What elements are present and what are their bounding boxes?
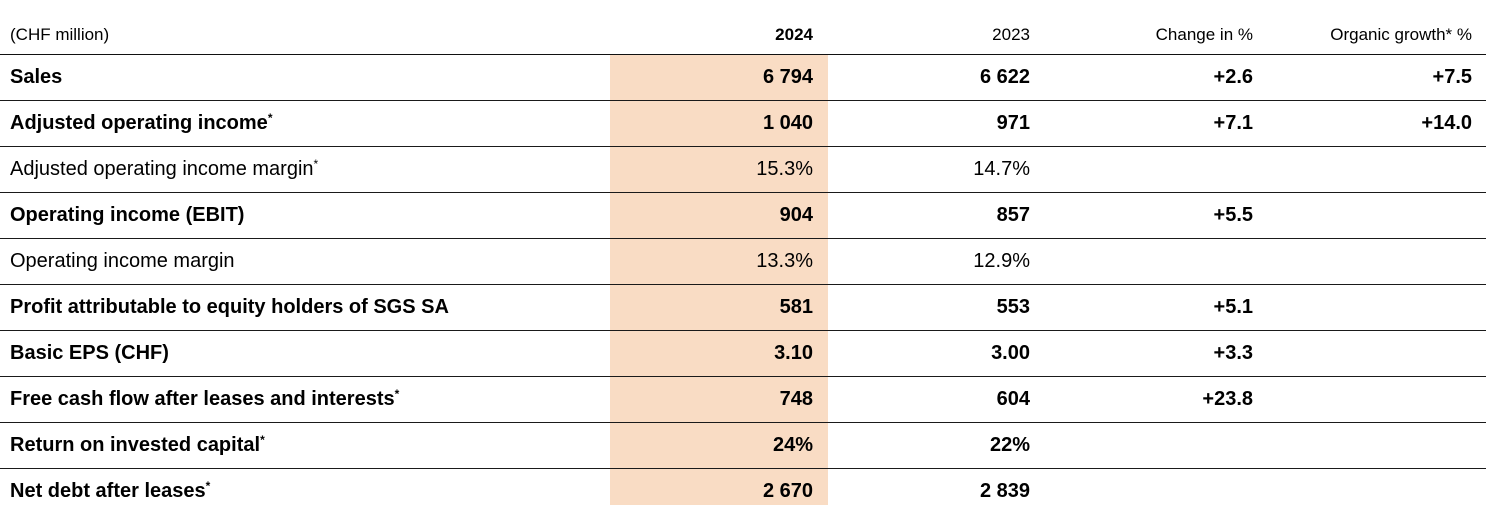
value-change-percent: +3.3: [1044, 330, 1267, 377]
row-label-text: Operating income (EBIT): [10, 204, 245, 226]
footnote-asterisk: *: [313, 157, 319, 171]
row-label: Operating income (EBIT): [0, 192, 610, 239]
row-label: Adjusted operating income margin*: [0, 146, 610, 193]
row-label-text: Free cash flow after leases and interest…: [10, 388, 395, 410]
value-2024: 581: [610, 284, 828, 331]
value-change-percent: [1044, 146, 1267, 193]
table-row: Free cash flow after leases and interest…: [0, 376, 1486, 423]
value-2023: 3.00: [828, 330, 1044, 377]
value-2023: 12.9%: [828, 238, 1044, 285]
value-2023: 2 839: [828, 468, 1044, 505]
row-label-text: Return on invested capital: [10, 434, 261, 456]
value-change-percent: +2.6: [1044, 54, 1267, 101]
value-2024: 904: [610, 192, 828, 239]
table-row: Return on invested capital* 24% 22%: [0, 422, 1486, 469]
value-change-percent: [1044, 468, 1267, 505]
row-label: Adjusted operating income*: [0, 100, 610, 147]
column-header-change-percent: Change in %: [1044, 0, 1267, 55]
table-row: Sales 6 794 6 622 +2.6 +7.5: [0, 54, 1486, 101]
value-organic-growth: [1267, 146, 1486, 193]
value-2024: 13.3%: [610, 238, 828, 285]
value-2024: 1 040: [610, 100, 828, 147]
table-header-row: (CHF million) 2024 2023 Change in % Orga…: [0, 0, 1486, 55]
table-row: Operating income (EBIT) 904 857 +5.5: [0, 192, 1486, 239]
value-2024: 15.3%: [610, 146, 828, 193]
value-2024: 6 794: [610, 54, 828, 101]
value-2023: 553: [828, 284, 1044, 331]
row-label: Sales: [0, 54, 610, 101]
value-2023: 971: [828, 100, 1044, 147]
footnote-asterisk: *: [205, 479, 211, 493]
column-header-organic-growth: Organic growth* %: [1267, 0, 1486, 55]
value-change-percent: [1044, 422, 1267, 469]
footnote-asterisk: *: [260, 433, 265, 447]
row-label-text: Sales: [10, 66, 63, 88]
footnote-asterisk: *: [267, 111, 273, 125]
row-label-text: Net debt after leases: [10, 480, 206, 502]
row-label-text: Profit attributable to equity holders of…: [10, 296, 449, 318]
row-label-text: Adjusted operating income margin: [10, 158, 314, 180]
value-2024: 24%: [610, 422, 828, 469]
table-row: Operating income margin 13.3% 12.9%: [0, 238, 1486, 285]
row-label: Basic EPS (CHF): [0, 330, 610, 377]
value-organic-growth: [1267, 330, 1486, 377]
value-change-percent: [1044, 238, 1267, 285]
row-label: Operating income margin: [0, 238, 610, 285]
value-change-percent: +7.1: [1044, 100, 1267, 147]
table-row: Net debt after leases* 2 670 2 839: [0, 468, 1486, 505]
value-organic-growth: +14.0: [1267, 100, 1486, 147]
row-label-text: Basic EPS (CHF): [10, 342, 169, 364]
value-organic-growth: [1267, 192, 1486, 239]
table-row: Adjusted operating income* 1 040 971 +7.…: [0, 100, 1486, 147]
value-organic-growth: [1267, 376, 1486, 423]
value-2024: 748: [610, 376, 828, 423]
value-organic-growth: [1267, 284, 1486, 331]
value-2024: 3.10: [610, 330, 828, 377]
column-header-2024: 2024: [610, 0, 828, 55]
footnote-asterisk: *: [394, 387, 400, 401]
value-2024: 2 670: [610, 468, 828, 505]
value-2023: 857: [828, 192, 1044, 239]
row-label: Net debt after leases*: [0, 468, 610, 505]
value-change-percent: +5.5: [1044, 192, 1267, 239]
value-change-percent: +5.1: [1044, 284, 1267, 331]
row-label: Profit attributable to equity holders of…: [0, 284, 610, 331]
row-label-text: Adjusted operating income: [10, 112, 268, 134]
value-organic-growth: [1267, 422, 1486, 469]
row-label: Return on invested capital*: [0, 422, 610, 469]
row-label-text: Operating income margin: [10, 250, 235, 272]
value-2023: 604: [828, 376, 1044, 423]
table-row: Adjusted operating income margin* 15.3% …: [0, 146, 1486, 193]
value-2023: 22%: [828, 422, 1044, 469]
table-row: Profit attributable to equity holders of…: [0, 284, 1486, 331]
value-2023: 6 622: [828, 54, 1044, 101]
value-2023: 14.7%: [828, 146, 1044, 193]
unit-label: (CHF million): [0, 0, 610, 55]
value-organic-growth: [1267, 468, 1486, 505]
value-organic-growth: +7.5: [1267, 54, 1486, 101]
row-label: Free cash flow after leases and interest…: [0, 376, 610, 423]
value-change-percent: +23.8: [1044, 376, 1267, 423]
value-organic-growth: [1267, 238, 1486, 285]
column-header-2023: 2023: [828, 0, 1044, 55]
table-row: Basic EPS (CHF) 3.10 3.00 +3.3: [0, 330, 1486, 377]
